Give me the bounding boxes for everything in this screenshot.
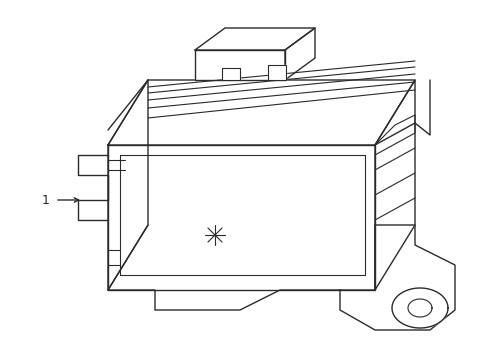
Polygon shape	[108, 80, 414, 145]
Polygon shape	[195, 50, 285, 80]
Polygon shape	[108, 145, 374, 290]
Polygon shape	[339, 225, 454, 330]
Polygon shape	[267, 65, 285, 80]
Polygon shape	[374, 80, 414, 290]
Polygon shape	[195, 28, 314, 50]
Text: 1: 1	[42, 194, 50, 207]
Polygon shape	[222, 68, 240, 80]
Polygon shape	[285, 28, 314, 80]
Polygon shape	[108, 80, 148, 290]
Polygon shape	[391, 288, 447, 328]
